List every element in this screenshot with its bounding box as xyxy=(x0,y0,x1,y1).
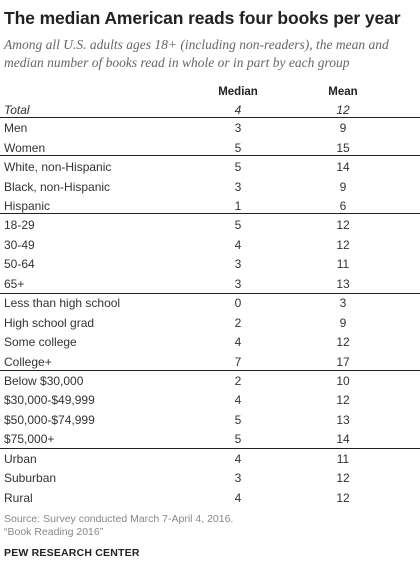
median-value: 5 xyxy=(234,141,242,155)
row-label: Hispanic xyxy=(4,199,51,213)
row-label: Some college xyxy=(4,335,77,349)
column-header-median: Median xyxy=(218,86,258,98)
row-label: Below $30,000 xyxy=(4,374,84,388)
median-value: 1 xyxy=(234,199,242,213)
median-value: 4 xyxy=(234,103,242,117)
mean-value: 12 xyxy=(336,218,350,232)
credit: PEW RESEARCH CENTER xyxy=(4,547,140,559)
mean-value: 9 xyxy=(339,316,347,330)
mean-value: 9 xyxy=(339,121,347,135)
group-divider xyxy=(0,370,420,371)
mean-value: 14 xyxy=(336,432,350,446)
table-row: $75,000+ 5 14 xyxy=(0,432,420,451)
median-value: 5 xyxy=(234,413,242,427)
median-value: 3 xyxy=(234,277,242,291)
median-value: 5 xyxy=(234,432,242,446)
mean-value: 6 xyxy=(339,199,347,213)
median-value: 0 xyxy=(234,296,242,310)
table-row: Black, non-Hispanic 3 9 xyxy=(0,180,420,199)
mean-value: 12 xyxy=(336,103,350,117)
table-row: Urban 4 11 xyxy=(0,452,420,471)
median-value: 2 xyxy=(234,374,242,388)
report-name: “Book Reading 2016” xyxy=(4,526,104,538)
mean-value: 14 xyxy=(336,160,350,174)
row-label: Urban xyxy=(4,452,37,466)
table-row: 65+ 3 13 xyxy=(0,277,420,296)
mean-value: 10 xyxy=(336,374,350,388)
table-row: Rural 4 12 xyxy=(0,491,420,510)
row-label: Total xyxy=(4,103,30,117)
table-row: High school grad 2 9 xyxy=(0,316,420,335)
row-label: 18-29 xyxy=(4,218,35,232)
median-value: 7 xyxy=(234,355,242,369)
chart-subtitle: Among all U.S. adults ages 18+ (includin… xyxy=(4,37,389,70)
source-line: Source: Survey conducted March 7-April 4… xyxy=(4,513,234,525)
group-divider xyxy=(0,448,420,449)
median-value: 4 xyxy=(234,491,242,505)
table-row: Below $30,000 2 10 xyxy=(0,374,420,393)
group-divider xyxy=(0,155,420,156)
row-label: $30,000-$49,999 xyxy=(4,393,95,407)
table-row: Women 5 15 xyxy=(0,141,420,160)
table-row: Suburban 3 12 xyxy=(0,471,420,490)
mean-value: 12 xyxy=(336,471,350,485)
table-row: 50-64 3 11 xyxy=(0,257,420,276)
median-value: 4 xyxy=(234,238,242,252)
median-value: 5 xyxy=(234,160,242,174)
row-label: Rural xyxy=(4,491,33,505)
median-value: 4 xyxy=(234,335,242,349)
table-row: White, non-Hispanic 5 14 xyxy=(0,160,420,179)
median-value: 5 xyxy=(234,218,242,232)
source-note: Source: Survey conducted March 7-April 4… xyxy=(4,513,233,539)
median-value: 3 xyxy=(234,180,242,194)
mean-value: 11 xyxy=(336,257,350,271)
mean-value: 12 xyxy=(336,335,350,349)
row-label: Less than high school xyxy=(4,296,121,310)
chart-title: The median American reads four books per… xyxy=(4,8,401,28)
row-label: High school grad xyxy=(4,316,95,330)
mean-value: 12 xyxy=(336,491,350,505)
row-label: $75,000+ xyxy=(4,432,55,446)
row-label: Men xyxy=(4,121,28,135)
mean-value: 12 xyxy=(336,238,350,252)
mean-value: 13 xyxy=(336,413,350,427)
mean-value: 15 xyxy=(336,141,350,155)
table-row: Less than high school 0 3 xyxy=(0,296,420,315)
group-divider xyxy=(0,117,420,118)
mean-value: 17 xyxy=(336,355,350,369)
row-label: Women xyxy=(4,141,46,155)
mean-value: 12 xyxy=(336,393,350,407)
mean-value: 13 xyxy=(336,277,350,291)
table-row: $30,000-$49,999 4 12 xyxy=(0,393,420,412)
group-divider xyxy=(0,213,420,214)
median-value: 3 xyxy=(234,121,242,135)
table-row: Hispanic 1 6 xyxy=(0,199,420,218)
table-row: Some college 4 12 xyxy=(0,335,420,354)
median-value: 2 xyxy=(234,316,242,330)
row-label: 30-49 xyxy=(4,238,35,252)
table-row: Men 3 9 xyxy=(0,121,420,140)
row-label: $50,000-$74,999 xyxy=(4,413,95,427)
median-value: 3 xyxy=(234,257,242,271)
row-label: College+ xyxy=(4,355,52,369)
table-row: $50,000-$74,999 5 13 xyxy=(0,413,420,432)
row-label: 50-64 xyxy=(4,257,35,271)
table-row: 18-29 5 12 xyxy=(0,218,420,237)
median-value: 3 xyxy=(234,471,242,485)
row-label: Suburban xyxy=(4,471,57,485)
column-header-mean: Mean xyxy=(328,86,358,98)
group-divider xyxy=(0,293,420,294)
table-row: 30-49 4 12 xyxy=(0,238,420,257)
median-value: 4 xyxy=(234,452,242,466)
mean-value: 11 xyxy=(336,452,350,466)
mean-value: 9 xyxy=(339,180,347,194)
row-label: White, non-Hispanic xyxy=(4,160,112,174)
mean-value: 3 xyxy=(339,296,347,310)
row-label: Black, non-Hispanic xyxy=(4,180,111,194)
table-row: College+ 7 17 xyxy=(0,355,420,374)
row-label: 65+ xyxy=(4,277,25,291)
median-value: 4 xyxy=(234,393,242,407)
table-row: Total 4 12 xyxy=(0,103,420,122)
